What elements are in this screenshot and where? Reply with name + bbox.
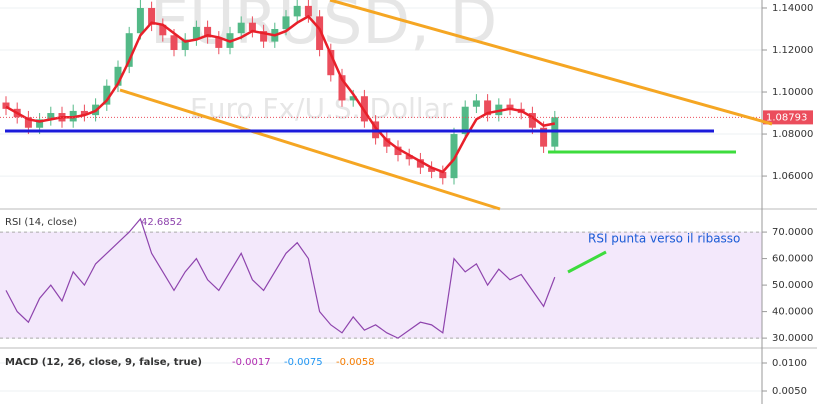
moving-average (5, 14, 556, 174)
candle-body (170, 35, 178, 51)
y-tick-label: 0.0050 (772, 386, 807, 397)
y-tick-label: 60.0000 (772, 254, 813, 265)
rsi-value: 42.6852 (141, 217, 182, 228)
y-tick-label: 1.10000 (772, 87, 813, 98)
y-tick-label: 1.06000 (772, 171, 813, 182)
candle-body (159, 24, 167, 36)
candle-body (148, 7, 156, 25)
candle-body (383, 138, 391, 147)
candle-body (136, 7, 144, 34)
candle-body (293, 5, 301, 17)
last-price-box (763, 110, 813, 125)
y-tick-label: 30.0000 (772, 333, 813, 344)
macd-value: -0.0017 (232, 357, 271, 368)
candle-body (338, 75, 346, 101)
grid (0, 7, 762, 392)
rsi-line (5, 217, 556, 339)
annotation: RSI punta verso il ribasso (588, 232, 740, 246)
y-tick-label: 1.12000 (772, 45, 813, 56)
candle-body (349, 96, 357, 101)
candle-body (304, 5, 312, 17)
candle-body (237, 22, 245, 34)
histogram-value: -0.0058 (336, 357, 375, 368)
candle-body (450, 134, 458, 179)
rsi-band (0, 232, 762, 339)
candle-body (472, 100, 480, 107)
candle-body (316, 16, 324, 51)
candle-body (461, 106, 469, 135)
candle-body (36, 119, 44, 128)
candle-body (125, 33, 133, 67)
candle-body (439, 171, 447, 179)
candle-body (192, 26, 200, 40)
signal-value: -0.0075 (284, 357, 323, 368)
candle-body (528, 113, 536, 128)
candle-body (248, 22, 256, 32)
candle-body (114, 66, 122, 86)
candle-body (394, 146, 402, 156)
plot: 1.06000 1.08000 1.10000 1.12000 1.14000 1.087… (0, 0, 813, 397)
y-tick-label: 40.0000 (772, 307, 813, 318)
candle-body (484, 100, 492, 116)
candle-body (260, 31, 268, 42)
candle-body (540, 127, 548, 147)
rsi-title: RSI (14, close) (5, 217, 77, 228)
candle-body (80, 110, 88, 116)
candle-body (181, 39, 189, 51)
y-tick-label: 1.08000 (772, 129, 813, 140)
candle-body (215, 37, 223, 48)
candle-body (506, 104, 514, 109)
macd-title: MACD (12, 26, close, 9, false, true) (5, 357, 202, 368)
candle-body (428, 167, 436, 172)
trendline (119, 88, 501, 211)
watermark-subtitle: Euro Fx/U.S. Dollar (190, 92, 453, 125)
last-price-label: 1.08793 (766, 112, 807, 123)
candle-body (282, 16, 290, 29)
annotation-arrow (567, 250, 607, 274)
y-tick-label: 70.0000 (772, 227, 813, 238)
y-tick-label: 0.0100 (772, 358, 807, 369)
candle-body (327, 50, 335, 76)
y-tick-label: 1.14000 (772, 3, 813, 14)
candle-body (416, 159, 424, 168)
candle-body (405, 155, 413, 160)
candle-body (103, 85, 111, 105)
y-tick-label: 50.0000 (772, 280, 813, 291)
candle-body (24, 117, 32, 128)
candle-body (2, 102, 10, 109)
candle-body (47, 113, 55, 120)
candle-body (204, 26, 212, 38)
watermark: EURUSD, D (150, 0, 497, 58)
trendline (329, 0, 773, 126)
